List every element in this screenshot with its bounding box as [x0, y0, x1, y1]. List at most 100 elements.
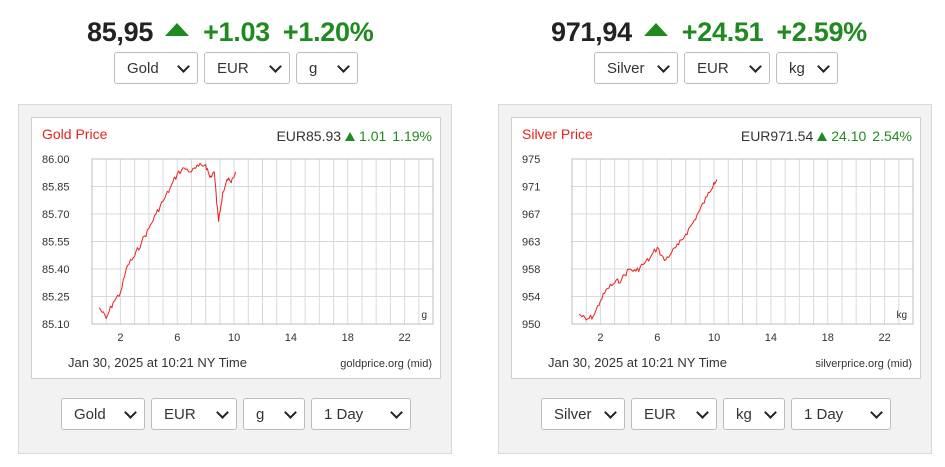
gold-price-value: 85,95 — [87, 16, 154, 47]
up-arrow-icon — [643, 22, 668, 36]
gold-chart-panel: 86.00 85.85 85.70 85.55 85.40 85.25 85.10 2 6 10 1… — [18, 104, 452, 454]
silver-x-tick-label: 10 — [708, 332, 720, 344]
silver-quote-change: 24.10 — [831, 128, 867, 144]
silver-x-tick-label: 22 — [878, 332, 890, 344]
gold-change-value: +1.03 — [203, 16, 270, 47]
gold-chart-source: goldprice.org (mid) — [340, 358, 432, 370]
silver-chart-panel: 975 971 967 963 958 954 950 2 6 10 14 18 22 kg Silver… — [498, 104, 932, 454]
gold-chart: 86.00 85.85 85.70 85.55 85.40 85.25 85.10 2 6 10 1… — [31, 117, 441, 379]
range-select[interactable]: 1 Day — [311, 398, 411, 430]
up-arrow-icon — [817, 131, 828, 141]
unit-select-value: g — [309, 59, 318, 77]
gold-x-tick-label: 18 — [342, 332, 354, 344]
metal-select-value: Gold — [74, 405, 106, 423]
currency-select[interactable]: EUR — [204, 52, 290, 84]
gold-y-tick-label: 85.55 — [42, 237, 70, 249]
gold-x-tick-label: 6 — [174, 332, 180, 344]
currency-select-value: EUR — [164, 405, 196, 423]
gold-price-line — [98, 162, 236, 319]
up-arrow-icon — [165, 22, 190, 36]
metal-select[interactable]: Silver — [594, 52, 678, 84]
silver-price-line — [578, 179, 718, 321]
up-arrow-icon — [345, 131, 356, 141]
currency-select-value: EUR — [217, 59, 249, 77]
silver-quote-percent: 2.54% — [872, 128, 912, 144]
gold-bottom-selects: Gold EUR g 1 Day — [19, 398, 453, 430]
gold-x-tick-label: 2 — [117, 332, 123, 344]
gold-y-tick-label: 85.10 — [42, 319, 70, 331]
gold-change-percent: +1.20% — [282, 16, 374, 47]
silver-top-selects: Silver EUR kg — [594, 52, 838, 84]
unit-select[interactable]: g — [243, 398, 305, 430]
silver-y-tick-label: 950 — [522, 319, 540, 331]
gold-y-tick-label: 85.85 — [42, 182, 70, 194]
silver-price-value: 971,94 — [551, 16, 632, 47]
silver-chart-title: Silver Price — [522, 126, 593, 142]
gold-x-tick-label: 22 — [398, 332, 410, 344]
silver-chart-quote: EUR971.54 24.10 2.54% — [741, 128, 912, 144]
chevron-down-icon — [124, 405, 137, 419]
metal-select[interactable]: Silver — [541, 398, 625, 430]
gold-chart-timestamp: Jan 30, 2025 at 10:21 NY Time — [68, 355, 247, 370]
silver-y-tick-label: 971 — [522, 182, 540, 194]
chevron-down-icon — [269, 59, 282, 73]
currency-select[interactable]: EUR — [151, 398, 237, 430]
range-select-value: 1 Day — [804, 405, 844, 423]
silver-x-tick-label: 14 — [765, 332, 777, 344]
metal-select[interactable]: Gold — [114, 52, 198, 84]
chevron-down-icon — [604, 405, 617, 419]
range-select[interactable]: 1 Day — [791, 398, 891, 430]
range-select-value: 1 Day — [324, 405, 364, 423]
silver-y-tick-label: 967 — [522, 209, 540, 221]
silver-change-value: +24.51 — [681, 16, 764, 47]
unit-select-value: g — [256, 405, 265, 423]
gold-quote-percent: 1.19% — [392, 128, 432, 144]
gold-quote-price: EUR85.93 — [276, 128, 342, 144]
gold-quote-change: 1.01 — [359, 128, 387, 144]
chevron-down-icon — [749, 59, 762, 73]
metal-select[interactable]: Gold — [61, 398, 145, 430]
silver-chart: 975 971 967 963 958 954 950 2 6 10 14 18 22 kg Silver… — [511, 117, 921, 379]
silver-chart-timestamp: Jan 30, 2025 at 10:21 NY Time — [548, 355, 727, 370]
unit-select[interactable]: kg — [776, 52, 838, 84]
currency-select[interactable]: EUR — [631, 398, 717, 430]
gold-line-chart: 86.00 85.85 85.70 85.55 85.40 85.25 85.10 2 6 10 1… — [42, 154, 434, 344]
metal-select-value: Gold — [127, 59, 159, 77]
chevron-down-icon — [284, 405, 297, 419]
gold-headline: 85,95 +1.03 +1.20% — [87, 14, 374, 50]
chevron-down-icon — [764, 405, 777, 419]
metal-select-value: Silver — [554, 405, 592, 423]
silver-unit-label: kg — [896, 310, 907, 321]
silver-x-tick-label: 6 — [654, 332, 660, 344]
gold-x-tick-label: 14 — [285, 332, 297, 344]
unit-select[interactable]: g — [296, 52, 358, 84]
chevron-down-icon — [216, 405, 229, 419]
currency-select-value: EUR — [644, 405, 676, 423]
chevron-down-icon — [390, 405, 403, 419]
currency-select[interactable]: EUR — [684, 52, 770, 84]
silver-x-tick-label: 2 — [597, 332, 603, 344]
gold-y-tick-label: 85.70 — [42, 209, 70, 221]
unit-select-value: kg — [736, 405, 752, 423]
silver-headline: 971,94 +24.51 +2.59% — [551, 14, 867, 50]
silver-y-tick-label: 975 — [522, 154, 540, 166]
silver-chart-source: silverprice.org (mid) — [815, 358, 912, 370]
gold-chart-quote: EUR85.93 1.01 1.19% — [276, 128, 432, 144]
gold-y-tick-label: 85.25 — [42, 292, 70, 304]
gold-y-tick-label: 86.00 — [42, 154, 70, 166]
chevron-down-icon — [337, 59, 350, 73]
gold-unit-label: g — [421, 310, 427, 321]
silver-plot-frame — [571, 158, 914, 325]
currency-select-value: EUR — [697, 59, 729, 77]
gold-top-selects: Gold EUR g — [114, 52, 358, 84]
silver-x-tick-label: 18 — [822, 332, 834, 344]
silver-bottom-selects: Silver EUR kg 1 Day — [499, 398, 933, 430]
silver-y-tick-label: 963 — [522, 237, 540, 249]
silver-y-tick-label: 954 — [522, 292, 540, 304]
silver-quote-price: EUR971.54 — [740, 128, 814, 144]
gold-y-tick-label: 85.40 — [42, 264, 70, 276]
silver-line-chart: 975 971 967 963 958 954 950 2 6 10 14 18 22 kg — [522, 154, 914, 344]
silver-change-percent: +2.59% — [776, 16, 867, 47]
unit-select[interactable]: kg — [723, 398, 785, 430]
chevron-down-icon — [696, 405, 709, 419]
